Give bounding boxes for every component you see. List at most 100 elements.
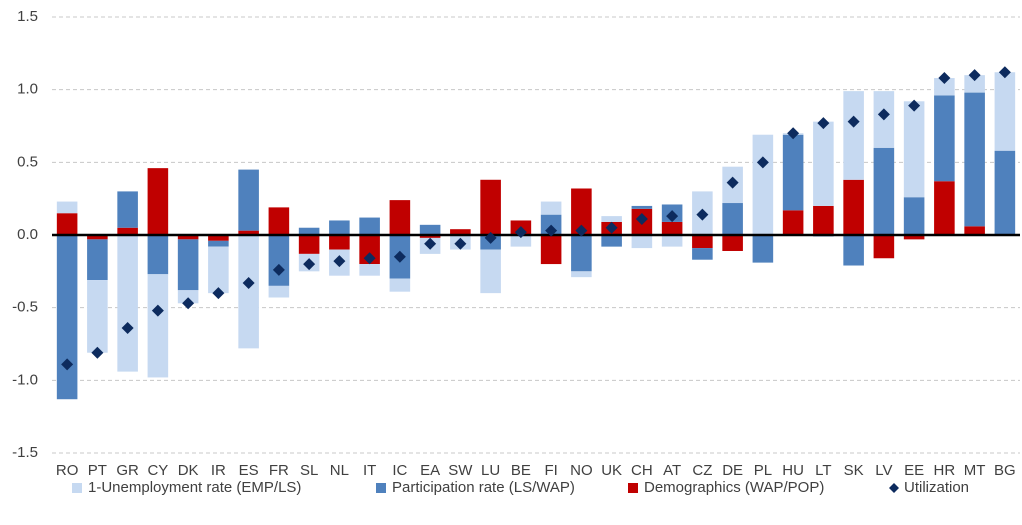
x-tick-label: BG [994, 462, 1016, 479]
x-tick-label: RO [56, 462, 79, 479]
bar [419, 235, 441, 238]
marker [847, 115, 860, 128]
bar [480, 249, 501, 294]
bar [994, 150, 1016, 235]
y-tick-label: -1.5 [12, 444, 38, 461]
x-tick-label: FI [544, 462, 557, 479]
marker [726, 176, 739, 189]
x-tick-label: FR [269, 462, 289, 479]
y-tick-label: 1.5 [17, 8, 38, 25]
bar [601, 216, 622, 222]
bar [117, 191, 138, 228]
x-tick-label: HU [782, 462, 804, 479]
x-tick-label: ES [239, 462, 259, 479]
bar [56, 235, 78, 400]
marker [605, 221, 618, 234]
x-tick-label: NL [330, 462, 349, 479]
legend-swatch [72, 483, 82, 493]
marker [514, 226, 527, 239]
bar [177, 235, 199, 240]
bar [147, 274, 169, 378]
bar [359, 264, 380, 276]
bar [994, 72, 1016, 151]
bar [87, 280, 108, 353]
bar [571, 188, 592, 235]
x-tick-label: LT [815, 462, 831, 479]
bar [843, 91, 864, 180]
marker [393, 250, 406, 263]
marker [756, 156, 769, 169]
bar [510, 235, 532, 247]
x-tick-label: AT [663, 462, 681, 479]
x-tick-label: CZ [692, 462, 712, 479]
x-tick-label: CY [147, 462, 168, 479]
x-tick-label: HR [934, 462, 956, 479]
bar [540, 201, 562, 215]
marker [484, 231, 497, 244]
x-tick-label: UK [601, 462, 622, 479]
bar [298, 227, 320, 235]
bar [903, 197, 925, 235]
x-tick-label: GR [116, 462, 139, 479]
marker [635, 213, 648, 226]
x-tick-label: SK [844, 462, 864, 479]
bar [934, 181, 955, 235]
legend-swatch [628, 483, 638, 493]
marker [545, 224, 558, 237]
marker [151, 304, 164, 317]
y-tick-label: 0.5 [17, 153, 38, 170]
bar [934, 95, 955, 182]
y-tick-label: 0.0 [17, 226, 38, 243]
bar [117, 235, 138, 372]
bar [752, 235, 774, 263]
bar [873, 147, 895, 235]
bar [964, 226, 985, 235]
x-tick-label: IT [363, 462, 376, 479]
marker [908, 99, 921, 112]
bar [208, 240, 229, 247]
x-tick-label: LV [875, 462, 892, 479]
bar [540, 235, 562, 265]
x-tick-label: EE [904, 462, 924, 479]
bar [843, 235, 864, 266]
bar [359, 217, 380, 235]
bar [964, 75, 985, 93]
bar [934, 78, 955, 96]
bar [571, 271, 592, 278]
bar [298, 235, 320, 254]
bar [873, 235, 895, 259]
x-tick-label: SL [300, 462, 318, 479]
x-tick-label: PT [88, 462, 107, 479]
marker [998, 66, 1011, 79]
x-tick-label: LU [481, 462, 500, 479]
marker [424, 237, 437, 250]
marker [333, 255, 346, 268]
bar [903, 235, 925, 240]
bar [177, 290, 199, 304]
bar [631, 205, 653, 209]
legend-label: 1-Unemployment rate (EMP/LS) [88, 479, 301, 496]
bar [722, 203, 743, 235]
marker [696, 208, 709, 221]
bar [238, 169, 259, 231]
x-tick-label: PL [754, 462, 772, 479]
bar [268, 285, 290, 298]
bar [147, 168, 169, 235]
bar [631, 235, 653, 249]
marker [61, 358, 74, 371]
x-tick-label: NO [570, 462, 593, 479]
bar [177, 239, 199, 291]
x-tick-label: DK [178, 462, 199, 479]
marker [575, 224, 588, 237]
bar [964, 92, 985, 227]
bar [268, 207, 290, 235]
marker [212, 287, 225, 300]
marker [938, 72, 951, 85]
legend-label: Demographics (WAP/POP) [644, 479, 824, 496]
marker [454, 237, 467, 250]
bar [329, 235, 350, 250]
bar [147, 235, 169, 275]
bar [571, 235, 592, 272]
marker [272, 263, 285, 276]
